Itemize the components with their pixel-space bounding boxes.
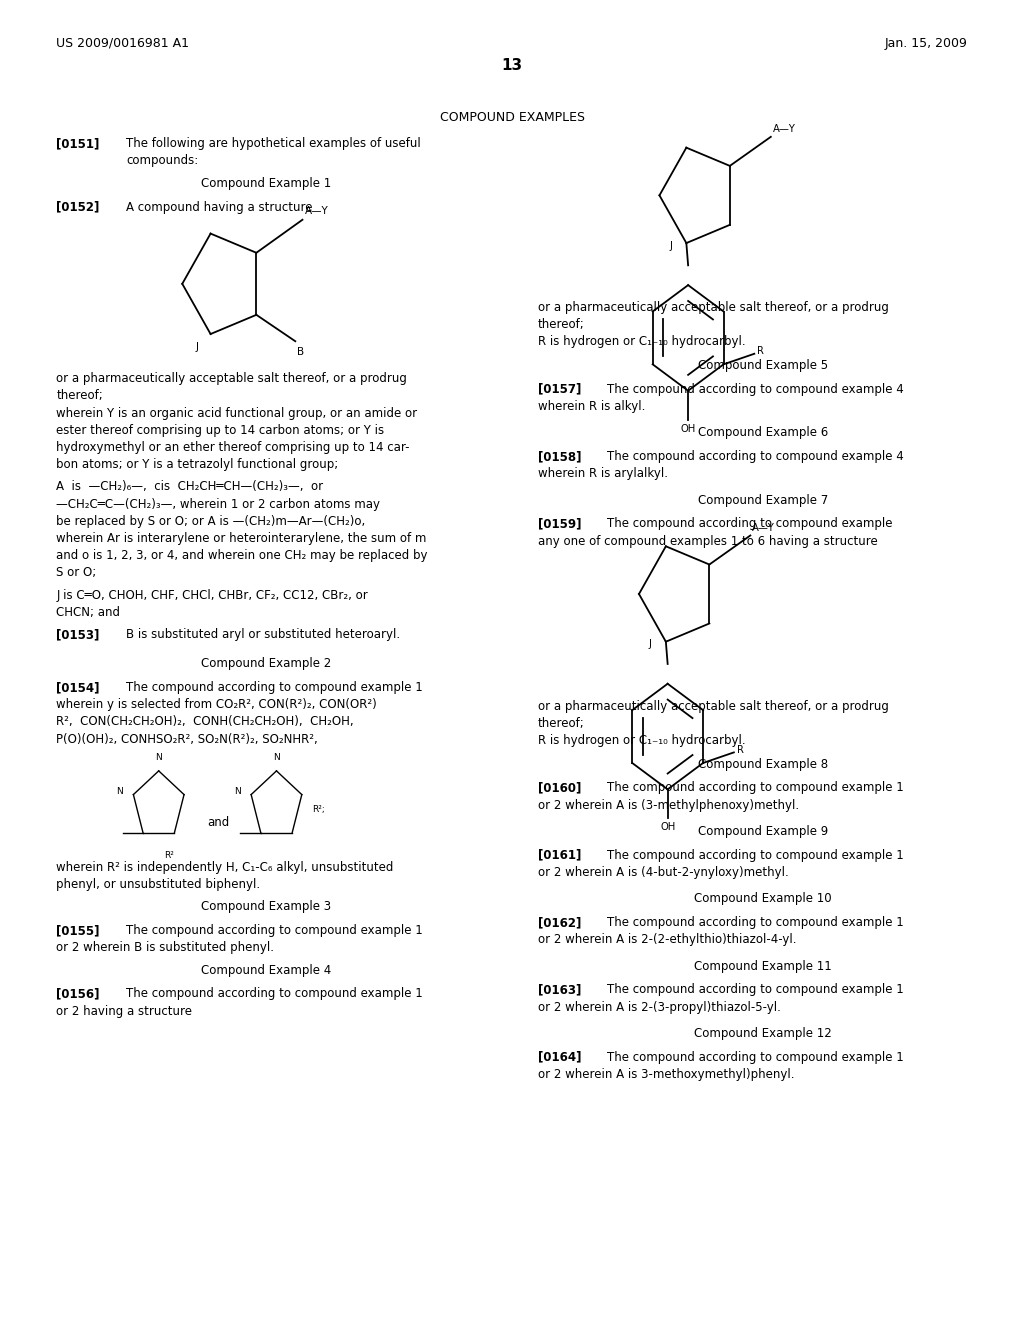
Text: 13: 13: [502, 58, 522, 73]
Text: Compound Example 8: Compound Example 8: [697, 758, 828, 771]
Text: R is hydrogen or C₁₋₁₀ hydrocarbyl.: R is hydrogen or C₁₋₁₀ hydrocarbyl.: [538, 335, 745, 348]
Text: any one of compound examples 1 to 6 having a structure: any one of compound examples 1 to 6 havi…: [538, 535, 878, 548]
Text: wherein R is arylalkyl.: wherein R is arylalkyl.: [538, 467, 668, 480]
Text: [0154]: [0154]: [56, 681, 99, 694]
Text: CHCN; and: CHCN; and: [56, 606, 121, 619]
Text: hydroxymethyl or an ether thereof comprising up to 14 car-: hydroxymethyl or an ether thereof compri…: [56, 441, 410, 454]
Text: The compound according to compound example 1: The compound according to compound examp…: [126, 681, 423, 694]
Text: or a pharmaceutically acceptable salt thereof, or a prodrug: or a pharmaceutically acceptable salt th…: [538, 301, 889, 314]
Text: The compound according to compound example: The compound according to compound examp…: [607, 517, 893, 531]
Text: N: N: [117, 788, 123, 796]
Text: The compound according to compound example 4: The compound according to compound examp…: [607, 383, 904, 396]
Text: A compound having a structure: A compound having a structure: [126, 201, 312, 214]
Text: J: J: [669, 240, 672, 251]
Text: or 2 wherein A is (3-methylphenoxy)methyl.: or 2 wherein A is (3-methylphenoxy)methy…: [538, 799, 799, 812]
Text: thereof;: thereof;: [56, 389, 103, 403]
Text: [0152]: [0152]: [56, 201, 99, 214]
Text: N: N: [234, 788, 241, 796]
Text: A  is  —CH₂)₆—,  cis  CH₂CH═CH—(CH₂)₃—,  or: A is —CH₂)₆—, cis CH₂CH═CH—(CH₂)₃—, or: [56, 480, 324, 494]
Text: Compound Example 1: Compound Example 1: [201, 177, 332, 190]
Text: A—Y: A—Y: [753, 523, 775, 533]
Text: ester thereof comprising up to 14 carbon atoms; or Y is: ester thereof comprising up to 14 carbon…: [56, 424, 384, 437]
Text: R: R: [758, 346, 764, 356]
Text: Compound Example 12: Compound Example 12: [694, 1027, 831, 1040]
Text: or a pharmaceutically acceptable salt thereof, or a prodrug: or a pharmaceutically acceptable salt th…: [56, 372, 408, 385]
Text: P(O)(OH)₂, CONHSO₂R², SO₂N(R²)₂, SO₂NHR²,: P(O)(OH)₂, CONHSO₂R², SO₂N(R²)₂, SO₂NHR²…: [56, 733, 318, 746]
Text: Compound Example 11: Compound Example 11: [694, 960, 831, 973]
Text: wherein y is selected from CO₂R², CON(R²)₂, CON(OR²): wherein y is selected from CO₂R², CON(R²…: [56, 698, 377, 711]
Text: The compound according to compound example 1: The compound according to compound examp…: [126, 924, 423, 937]
Text: or 2 wherein A is 2-(2-ethylthio)thiazol-4-yl.: or 2 wherein A is 2-(2-ethylthio)thiazol…: [538, 933, 796, 946]
Text: The compound according to compound example 1: The compound according to compound examp…: [126, 987, 423, 1001]
Text: R²: R²: [164, 851, 174, 861]
Text: [0162]: [0162]: [538, 916, 581, 929]
Text: S or O;: S or O;: [56, 566, 96, 579]
Text: Compound Example 3: Compound Example 3: [201, 900, 332, 913]
Text: —CH₂C═C—(CH₂)₃—, wherein 1 or 2 carbon atoms may: —CH₂C═C—(CH₂)₃—, wherein 1 or 2 carbon a…: [56, 498, 380, 511]
Text: R: R: [737, 744, 743, 755]
Text: or 2 having a structure: or 2 having a structure: [56, 1005, 193, 1018]
Text: [0155]: [0155]: [56, 924, 99, 937]
Text: compounds:: compounds:: [126, 154, 199, 168]
Text: OH: OH: [660, 822, 675, 833]
Text: bon atoms; or Y is a tetrazolyl functional group;: bon atoms; or Y is a tetrazolyl function…: [56, 458, 339, 471]
Text: US 2009/0016981 A1: US 2009/0016981 A1: [56, 37, 189, 50]
Text: or 2 wherein A is (4-but-2-ynyloxy)methyl.: or 2 wherein A is (4-but-2-ynyloxy)methy…: [538, 866, 788, 879]
Text: R²;: R²;: [312, 805, 325, 814]
Text: phenyl, or unsubstituted biphenyl.: phenyl, or unsubstituted biphenyl.: [56, 878, 260, 891]
Text: [0160]: [0160]: [538, 781, 581, 795]
Text: Compound Example 7: Compound Example 7: [697, 494, 828, 507]
Text: The compound according to compound example 1: The compound according to compound examp…: [607, 916, 904, 929]
Text: Compound Example 6: Compound Example 6: [697, 426, 828, 440]
Text: wherein Ar is interarylene or heterointerarylene, the sum of m: wherein Ar is interarylene or heterointe…: [56, 532, 427, 545]
Text: and: and: [207, 816, 229, 829]
Text: [0161]: [0161]: [538, 849, 581, 862]
Text: [0153]: [0153]: [56, 628, 99, 642]
Text: The compound according to compound example 4: The compound according to compound examp…: [607, 450, 904, 463]
Text: J: J: [196, 342, 199, 352]
Text: [0151]: [0151]: [56, 137, 99, 150]
Text: [0159]: [0159]: [538, 517, 581, 531]
Text: thereof;: thereof;: [538, 318, 585, 331]
Text: or 2 wherein A is 2-(3-propyl)thiazol-5-yl.: or 2 wherein A is 2-(3-propyl)thiazol-5-…: [538, 1001, 780, 1014]
Text: J: J: [648, 639, 651, 649]
Text: The compound according to compound example 1: The compound according to compound examp…: [607, 983, 904, 997]
Text: and o is 1, 2, 3, or 4, and wherein one CH₂ may be replaced by: and o is 1, 2, 3, or 4, and wherein one …: [56, 549, 428, 562]
Text: Jan. 15, 2009: Jan. 15, 2009: [885, 37, 968, 50]
Text: wherein Y is an organic acid functional group, or an amide or: wherein Y is an organic acid functional …: [56, 407, 418, 420]
Text: [0157]: [0157]: [538, 383, 581, 396]
Text: B: B: [297, 347, 304, 356]
Text: The compound according to compound example 1: The compound according to compound examp…: [607, 1051, 904, 1064]
Text: Compound Example 9: Compound Example 9: [697, 825, 828, 838]
Text: The following are hypothetical examples of useful: The following are hypothetical examples …: [126, 137, 421, 150]
Text: OH: OH: [681, 424, 695, 434]
Text: wherein R is alkyl.: wherein R is alkyl.: [538, 400, 645, 413]
Text: [0163]: [0163]: [538, 983, 581, 997]
Text: The compound according to compound example 1: The compound according to compound examp…: [607, 849, 904, 862]
Text: B is substituted aryl or substituted heteroaryl.: B is substituted aryl or substituted het…: [126, 628, 400, 642]
Text: or 2 wherein A is 3-methoxymethyl)phenyl.: or 2 wherein A is 3-methoxymethyl)phenyl…: [538, 1068, 794, 1081]
Text: J is C═O, CHOH, CHF, CHCl, CHBr, CF₂, CC12, CBr₂, or: J is C═O, CHOH, CHF, CHCl, CHBr, CF₂, CC…: [56, 589, 368, 602]
Text: be replaced by S or O; or A is —(CH₂)m—Ar—(CH₂)o,: be replaced by S or O; or A is —(CH₂)m—A…: [56, 515, 366, 528]
Text: R is hydrogen or C₁₋₁₀ hydrocarbyl.: R is hydrogen or C₁₋₁₀ hydrocarbyl.: [538, 734, 745, 747]
Text: A—Y: A—Y: [304, 206, 329, 215]
Text: N: N: [156, 752, 162, 762]
Text: thereof;: thereof;: [538, 717, 585, 730]
Text: Compound Example 4: Compound Example 4: [201, 964, 332, 977]
Text: [0164]: [0164]: [538, 1051, 581, 1064]
Text: COMPOUND EXAMPLES: COMPOUND EXAMPLES: [439, 111, 585, 124]
Text: A—Y: A—Y: [773, 124, 796, 135]
Text: The compound according to compound example 1: The compound according to compound examp…: [607, 781, 904, 795]
Text: R²,  CON(CH₂CH₂OH)₂,  CONH(CH₂CH₂OH),  CH₂OH,: R², CON(CH₂CH₂OH)₂, CONH(CH₂CH₂OH), CH₂O…: [56, 715, 354, 729]
Text: Compound Example 10: Compound Example 10: [694, 892, 831, 906]
Text: or 2 wherein B is substituted phenyl.: or 2 wherein B is substituted phenyl.: [56, 941, 274, 954]
Text: wherein R² is independently H, C₁-C₆ alkyl, unsubstituted: wherein R² is independently H, C₁-C₆ alk…: [56, 861, 393, 874]
Text: [0156]: [0156]: [56, 987, 99, 1001]
Text: [0158]: [0158]: [538, 450, 581, 463]
Text: Compound Example 5: Compound Example 5: [697, 359, 828, 372]
Text: N: N: [273, 752, 280, 762]
Text: or a pharmaceutically acceptable salt thereof, or a prodrug: or a pharmaceutically acceptable salt th…: [538, 700, 889, 713]
Text: Compound Example 2: Compound Example 2: [201, 657, 332, 671]
